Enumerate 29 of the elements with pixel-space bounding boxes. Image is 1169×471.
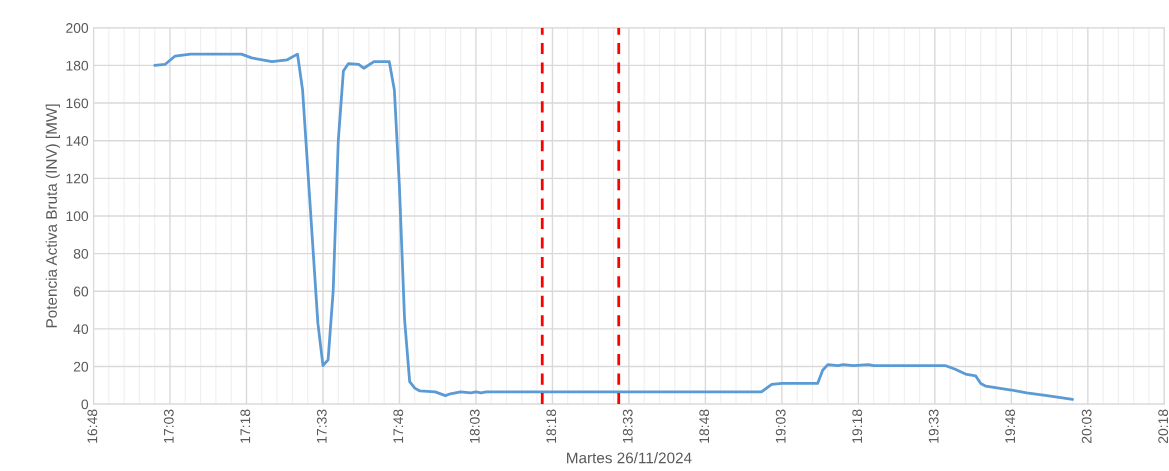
x-tick-label: 19:18 xyxy=(852,409,863,443)
x-tick-label: 18:18 xyxy=(546,409,557,443)
x-tick-label: 19:03 xyxy=(775,409,786,443)
x-tick-label: 18:48 xyxy=(699,409,710,443)
y-tick-label: 100 xyxy=(66,211,89,222)
x-tick-label: 16:48 xyxy=(87,409,98,443)
y-tick-label: 180 xyxy=(66,60,89,71)
x-tick-label: 18:03 xyxy=(469,409,480,443)
x-tick-label: 20:03 xyxy=(1081,409,1092,444)
x-tick-label: 20:18 xyxy=(1158,409,1169,444)
y-tick-label: 160 xyxy=(66,98,89,109)
x-tick-label: 17:18 xyxy=(240,409,251,443)
y-axis-title: Potencia Activa Bruta (INV) [MW] xyxy=(45,104,60,328)
x-tick-label: 17:03 xyxy=(163,409,174,443)
y-tick-label: 140 xyxy=(66,136,89,146)
x-axis-title: Martes 26/11/2024 xyxy=(567,452,692,464)
x-tick-label: 19:33 xyxy=(928,409,939,443)
y-tick-label: 80 xyxy=(73,248,89,259)
x-tick-label: 18:33 xyxy=(622,409,633,443)
y-tick-label: 20 xyxy=(73,361,89,372)
x-tick-label: 19:48 xyxy=(1005,409,1016,443)
y-tick-label: 0 xyxy=(81,399,89,410)
y-tick-label: 200 xyxy=(66,23,89,33)
line-series xyxy=(153,52,1074,401)
y-tick-label: 120 xyxy=(66,173,89,184)
x-tick-label: 17:33 xyxy=(316,409,327,443)
y-tick-label: 60 xyxy=(73,286,89,297)
x-tick-label: 17:48 xyxy=(393,409,404,443)
y-tick-label: 40 xyxy=(73,324,89,335)
